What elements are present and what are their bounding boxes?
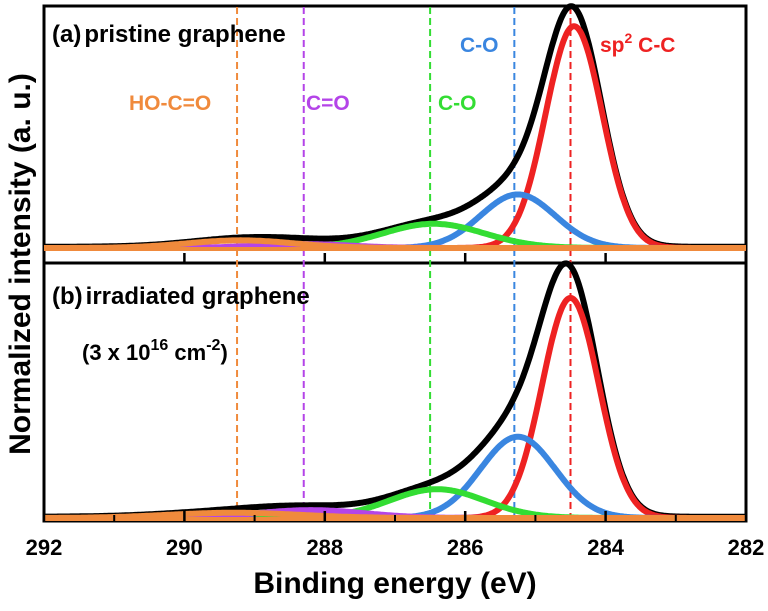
y-axis-title: Normalized intensity (a. u.): [4, 73, 37, 455]
dose-close: ): [220, 340, 227, 365]
x-tick-label-4: 284: [587, 535, 624, 560]
x-tick-label-1: 290: [166, 535, 203, 560]
peak-label-co-green: C-O: [438, 92, 477, 115]
x-tick-label-0: 292: [26, 535, 63, 560]
panel-a-component-0: [42, 23, 748, 251]
panel-a-component-1: [42, 191, 748, 251]
panel-a-label: (a) pristine graphene: [52, 21, 286, 48]
panel-b-label: (b) irradiated graphene: [52, 283, 310, 310]
peak-label-co-double: C=O: [306, 92, 350, 115]
panel-b-title: irradiated graphene: [86, 283, 310, 310]
x-axis-ticks: 292 290 288 286 284 282: [26, 253, 765, 560]
panel-a-title: pristine graphene: [84, 21, 285, 48]
sp2-main: sp: [600, 34, 625, 57]
panel-a-letter: (a): [52, 21, 81, 48]
dose-unit: cm: [168, 340, 206, 365]
x-tick-label-3: 286: [447, 535, 484, 560]
sp2-rest: C-C: [632, 34, 675, 57]
x-axis-title: Binding energy (eV): [253, 567, 536, 600]
panel-b-letter: (b): [52, 283, 83, 310]
peak-label-co-blue: C-O: [460, 34, 499, 57]
dose-open: (3 x 10: [82, 340, 151, 365]
panel-a-component-4: [42, 237, 748, 251]
peak-label-sp2: sp2 C-C: [600, 30, 675, 57]
sp2-superscript: 2: [625, 30, 633, 46]
panel-b-component-0: [42, 294, 748, 521]
dose-exponent-neg2: -2: [206, 337, 220, 354]
dose-exponent-16: 16: [151, 337, 169, 354]
x-tick-label-2: 288: [306, 535, 343, 560]
peak-label-hocoo: HO-C=O: [129, 92, 211, 115]
panel-b-dose: (3 x 1016 cm-2): [82, 337, 228, 365]
x-tick-label-5: 282: [728, 535, 765, 560]
panel-a-curves: [42, 3, 748, 251]
